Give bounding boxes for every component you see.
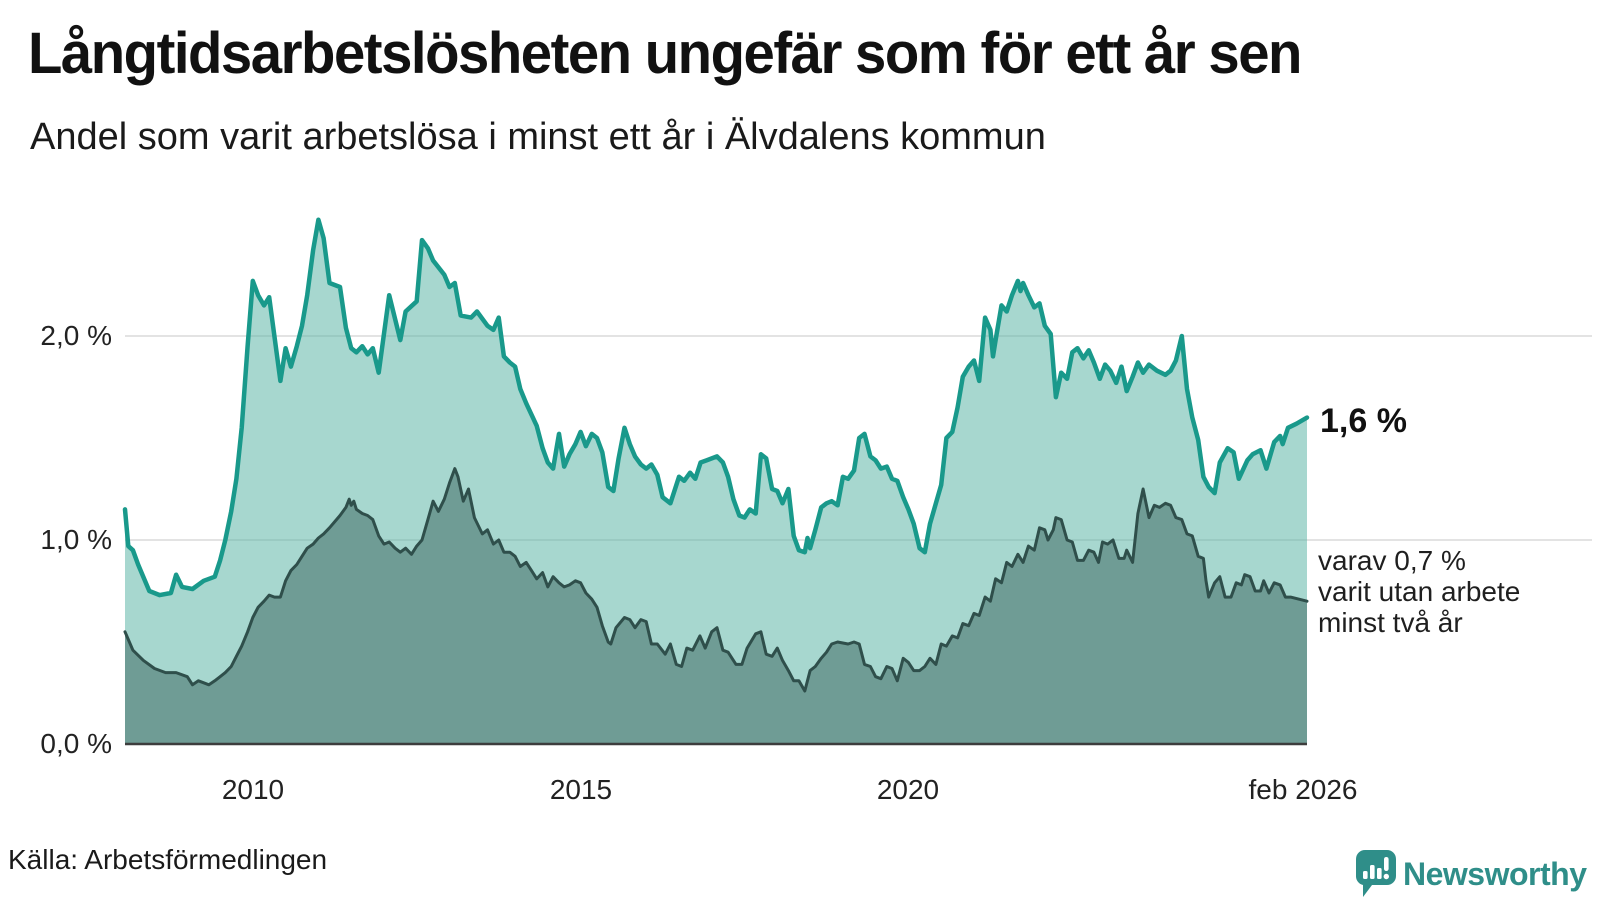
- newsworthy-logo-text: Newsworthy: [1403, 856, 1587, 892]
- x-tick-2015: 2015: [549, 774, 613, 805]
- y-tick-1pct: 1,0 %: [40, 524, 112, 555]
- secondary-value-line2: varit utan arbete: [1318, 576, 1521, 607]
- secondary-value-line3: minst två år: [1318, 607, 1463, 638]
- x-tick-feb2026: feb 2026: [1248, 774, 1358, 805]
- logo-bubble-shape: [1356, 850, 1396, 897]
- secondary-value-line1: varav 0,7 %: [1318, 545, 1466, 576]
- page-subtitle: Andel som varit arbetslösa i minst ett å…: [30, 116, 1046, 158]
- secondary-value-label: varav 0,7 % varit utan arbete minst två …: [1318, 545, 1520, 638]
- newsworthy-logo-icon: [1356, 850, 1396, 897]
- source-note: Källa: Arbetsförmedlingen: [8, 844, 328, 875]
- latest-value-label: 1,6 %: [1320, 402, 1407, 440]
- area-unemployed-two-years: [125, 468, 1307, 744]
- y-tick-2pct: 2,0 %: [40, 320, 112, 351]
- x-tick-2020: 2020: [876, 774, 940, 805]
- line-unemployed-two-years: [123, 467, 1309, 693]
- page-title: Långtidsarbetslösheten ungefär som för e…: [28, 21, 1302, 86]
- line-unemployed-one-year: [122, 217, 1310, 598]
- y-tick-0pct: 0,0 %: [40, 728, 112, 759]
- x-tick-2010: 2010: [221, 774, 285, 805]
